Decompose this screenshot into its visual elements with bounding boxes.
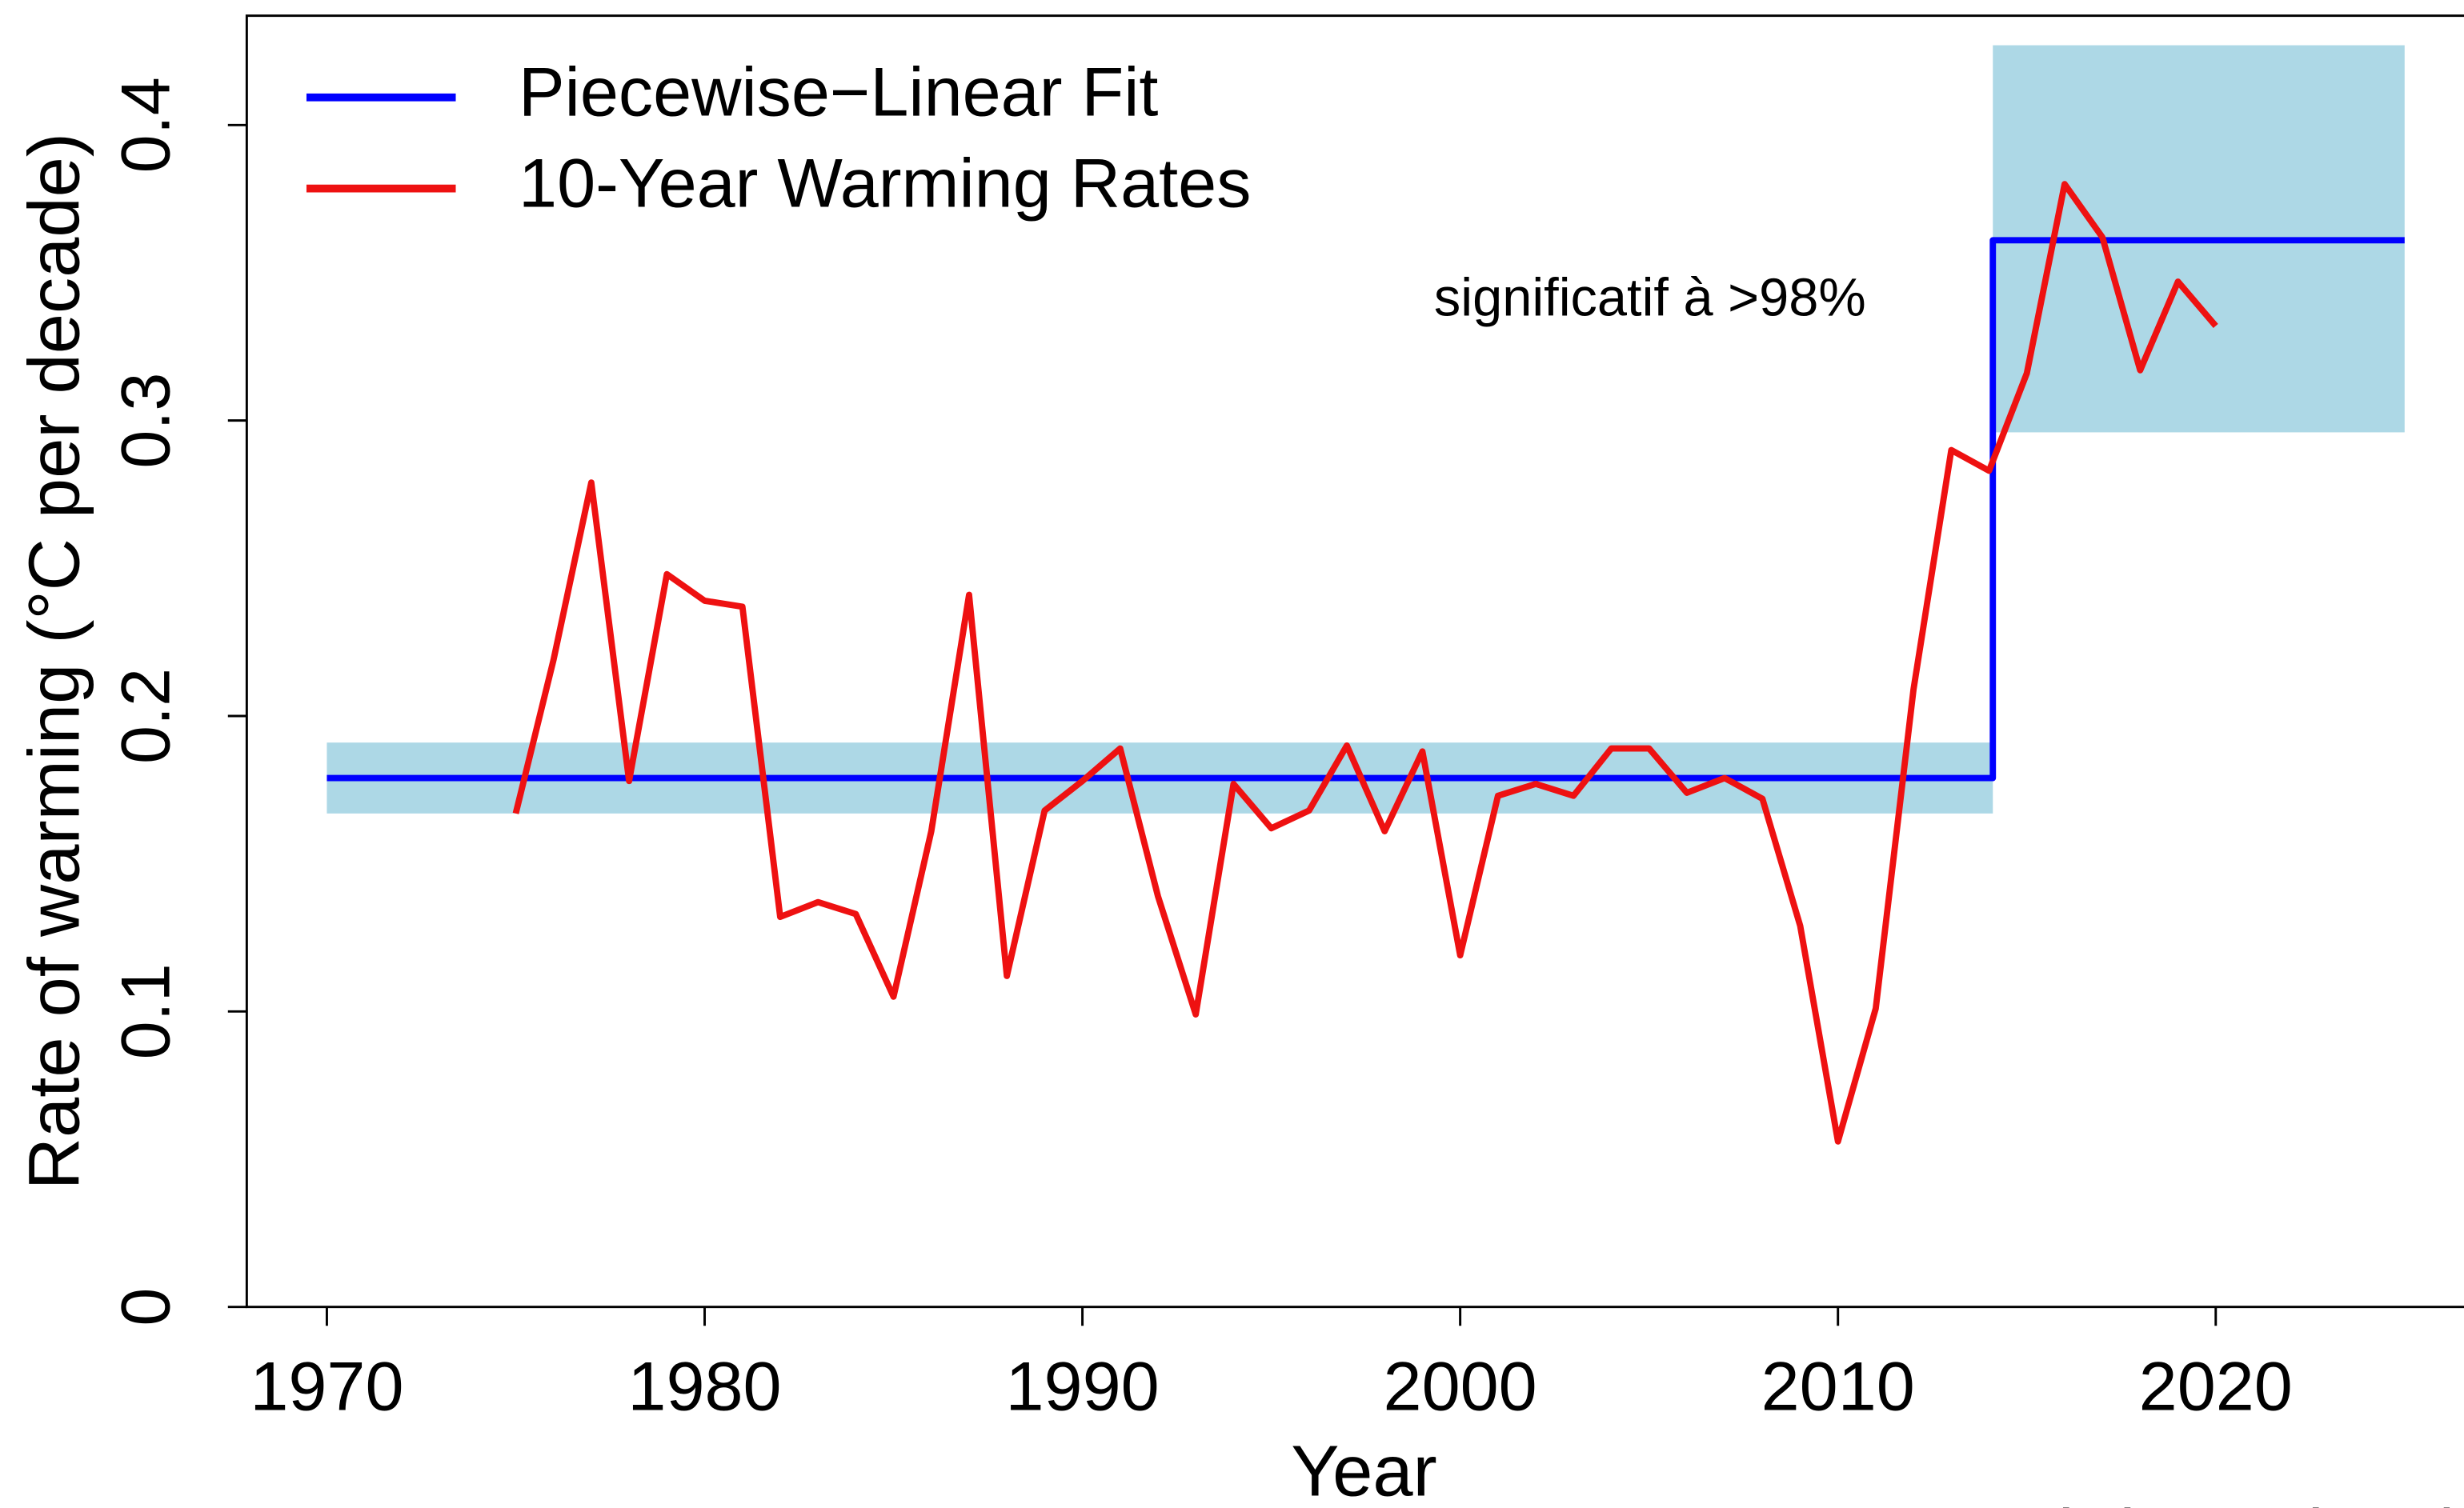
legend-label: 10-Year Warming Rates <box>519 145 1251 222</box>
source: Fonte: G. Rohde et al S. (202 <box>1663 1496 2464 1508</box>
x-tick-label: 1970 <box>250 1349 403 1426</box>
x-axis-label: Year <box>1291 1431 1436 1508</box>
marks <box>327 181 2405 1145</box>
y-axis-label: Rate of warming (°C per decade) <box>14 133 95 1190</box>
y-tick-label: 0.2 <box>107 668 184 764</box>
x-tick-label: 2000 <box>1384 1349 1537 1426</box>
legend-label: Piecewise−Linear Fit <box>519 54 1158 131</box>
series-line <box>512 181 2218 1145</box>
y-tick-label: 0.1 <box>107 963 184 1059</box>
annotation: significatif à >98% <box>1434 269 1866 328</box>
y-tick-label: 0.4 <box>107 77 184 173</box>
x-tick-label: 1980 <box>627 1349 781 1426</box>
x-tick-label: 1990 <box>1005 1349 1159 1426</box>
x-tick-label: 2020 <box>2139 1349 2293 1426</box>
x-tick-label: 2010 <box>1761 1349 1915 1426</box>
y-tick-label: 0 <box>107 1288 184 1326</box>
series-line <box>327 237 2405 782</box>
y-tick-label: 0.3 <box>107 373 184 469</box>
plot-frame <box>245 14 2464 1309</box>
